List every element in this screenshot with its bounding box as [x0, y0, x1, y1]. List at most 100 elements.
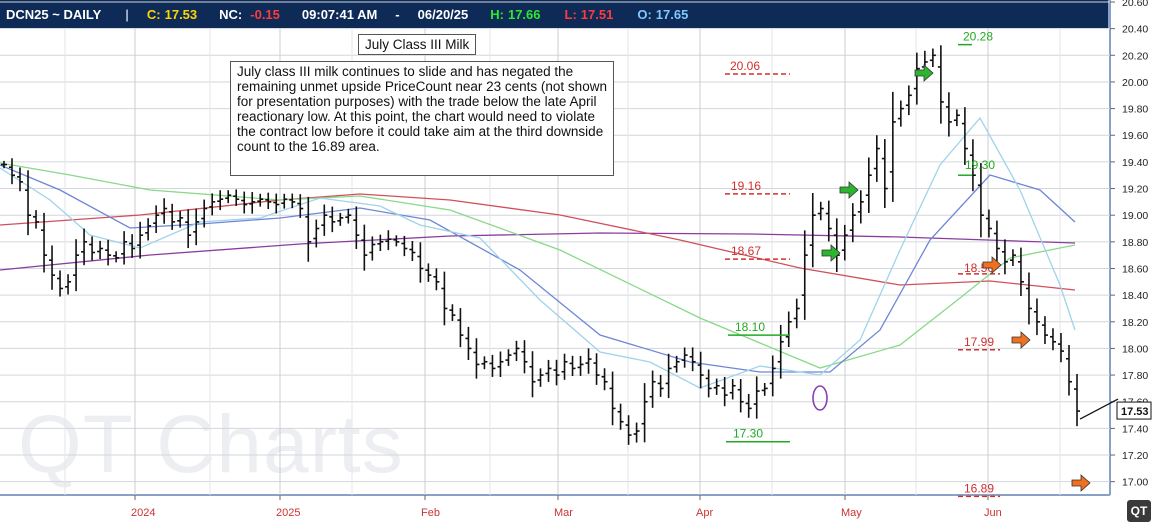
- ohlc-bar: [697, 351, 704, 389]
- ohlc-bar: [553, 359, 560, 386]
- y-tick-label: 20.20: [1122, 50, 1148, 62]
- last-price-pointer: [1079, 398, 1119, 420]
- downside-target-16-89-label: 16.89: [964, 481, 994, 495]
- green-arrow-icon: [821, 244, 841, 262]
- ohlc-bar: [593, 353, 600, 385]
- commentary-box: July class III milk continues to slide a…: [230, 61, 614, 176]
- ohlc-bar: [441, 271, 448, 326]
- ohlc-bar: [457, 308, 464, 348]
- price-axis-panel: [1110, 0, 1164, 530]
- reactionary-low-circle: [812, 385, 828, 411]
- ohlc-bar: [129, 234, 136, 258]
- ohlc-bar: [945, 92, 952, 137]
- ohlc-bar: [633, 422, 640, 443]
- downside-target-17-99-label: 17.99: [964, 335, 994, 349]
- ohlc-bar: [785, 311, 792, 348]
- ohlc-bar: [833, 218, 840, 273]
- ohlc-bar: [481, 356, 488, 370]
- ohlc-bar: [425, 263, 432, 282]
- ohlc-bar: [105, 239, 112, 266]
- ohlc-bar: [17, 167, 24, 192]
- ohlc-bar: [1001, 239, 1008, 275]
- downside-target-17-30-label: 17.30: [733, 427, 763, 441]
- y-tick-label: 18.60: [1122, 263, 1148, 275]
- ohlc-bar: [97, 240, 104, 260]
- orange-arrow-icon: [1071, 474, 1091, 492]
- ohlc-bar: [113, 251, 120, 263]
- ohlc-bar: [177, 211, 184, 228]
- ohlc-bar: [81, 228, 88, 266]
- y-tick-label: 19.60: [1122, 130, 1148, 142]
- ohlc-bar: [953, 109, 960, 127]
- ohlc-bar: [377, 234, 384, 252]
- symbol-label: DCN25 ~ DAILY: [6, 6, 102, 22]
- ohlc-bar: [1049, 328, 1056, 351]
- green-arrow-icon: [914, 64, 934, 82]
- low-label: L:: [564, 6, 577, 22]
- qt-logo: QT: [1127, 500, 1151, 522]
- chart-title-box: July Class III Milk: [358, 34, 477, 55]
- ohlc-bar: [497, 351, 504, 378]
- ohlc-bar: [297, 194, 304, 218]
- ohlc-bar: [601, 368, 608, 391]
- x-tick-label: May: [841, 507, 862, 519]
- ohlc-bar: [233, 189, 240, 206]
- orange-arrow-icon: [1011, 331, 1031, 349]
- ohlc-bar: [305, 196, 312, 262]
- ohlc-bar: [657, 374, 664, 397]
- upside-target-19-30-label: 19.30: [965, 158, 995, 172]
- ohlc-bar: [65, 274, 72, 295]
- y-tick-label: 19.00: [1122, 210, 1148, 222]
- ohlc-bar: [897, 100, 904, 127]
- time-value: 09:07:41 AM: [301, 6, 378, 22]
- ohlc-bar: [961, 107, 968, 165]
- x-tick-label: Feb: [421, 507, 440, 519]
- ohlc-bar: [673, 355, 680, 373]
- y-tick-label: 18.40: [1122, 290, 1148, 302]
- ohlc-bar: [209, 193, 216, 216]
- ma-green-line: [0, 162, 1076, 369]
- x-tick-label: 2025: [276, 507, 300, 519]
- ohlc-bar: [201, 199, 208, 228]
- ohlc-bar: [489, 354, 496, 377]
- ohlc-bar: [769, 355, 776, 397]
- ohlc-bar: [905, 85, 912, 116]
- downside-target-20-06-label: 20.06: [730, 59, 760, 73]
- ohlc-bar: [913, 52, 920, 105]
- ohlc-bar: [713, 378, 720, 395]
- ohlc-bar: [625, 415, 632, 445]
- ohlc-bar: [521, 340, 528, 374]
- ohlc-bar: [817, 201, 824, 221]
- ohlc-bar: [665, 353, 672, 399]
- ohlc-bar: [345, 208, 352, 224]
- x-tick-label: 2024: [131, 507, 155, 519]
- ohlc-bar: [473, 338, 480, 379]
- ohlc-bar: [505, 349, 512, 366]
- ohlc-bar: [737, 379, 744, 413]
- y-tick-label: 18.20: [1122, 317, 1148, 329]
- ohlc-bar: [1057, 332, 1064, 363]
- ohlc-bar: [793, 298, 800, 329]
- ohlc-bar: [145, 218, 152, 241]
- ohlc-bar: [185, 209, 192, 249]
- ohlc-bar: [761, 382, 768, 396]
- ohlc-bar: [321, 204, 328, 236]
- ohlc-bar: [273, 193, 280, 214]
- ohlc-bar: [217, 190, 224, 211]
- ohlc-bar: [265, 192, 272, 210]
- upside-target-18-10-label: 18.10: [735, 320, 765, 334]
- ohlc-bar: [745, 394, 752, 418]
- ma-blue-line: [0, 164, 1076, 373]
- y-tick-label: 17.80: [1122, 370, 1148, 382]
- ohlc-bar: [33, 210, 40, 229]
- ohlc-bar: [529, 351, 536, 398]
- ohlc-bar: [649, 370, 656, 408]
- ohlc-bar: [249, 192, 256, 214]
- y-tick-label: 20.00: [1122, 77, 1148, 89]
- ma-lightblue-line: [0, 116, 1076, 389]
- ohlc-bar: [433, 268, 440, 291]
- ohlc-bar: [545, 359, 552, 382]
- ohlc-bar: [409, 240, 416, 261]
- ohlc-bar: [1074, 373, 1080, 427]
